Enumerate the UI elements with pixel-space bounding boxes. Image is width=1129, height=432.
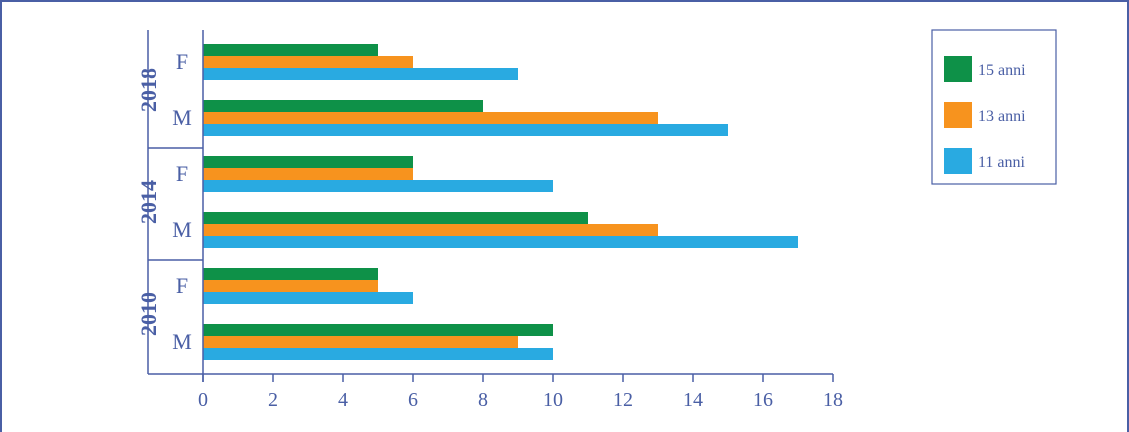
category-label: F bbox=[176, 273, 188, 298]
bar bbox=[203, 112, 658, 124]
year-label: 2010 bbox=[136, 292, 161, 336]
legend-label: 13 anni bbox=[978, 108, 1026, 125]
x-tick-label: 16 bbox=[753, 389, 773, 411]
legend-swatch bbox=[944, 148, 972, 174]
x-tick-label: 18 bbox=[823, 389, 843, 411]
bar bbox=[203, 324, 553, 336]
bar bbox=[203, 236, 798, 248]
category-label: F bbox=[176, 49, 188, 74]
year-label: 2018 bbox=[136, 68, 161, 112]
bar bbox=[203, 280, 378, 292]
x-tick-label: 4 bbox=[338, 389, 348, 411]
x-tick-label: 14 bbox=[683, 389, 703, 411]
x-tick-label: 8 bbox=[478, 389, 488, 411]
legend-swatch bbox=[944, 102, 972, 128]
bar bbox=[203, 292, 413, 304]
x-tick-label: 2 bbox=[268, 389, 278, 411]
bar bbox=[203, 224, 658, 236]
category-label: M bbox=[172, 217, 192, 242]
bar bbox=[203, 100, 483, 112]
category-label: F bbox=[176, 161, 188, 186]
bar bbox=[203, 68, 518, 80]
bar bbox=[203, 124, 728, 136]
bar bbox=[203, 336, 518, 348]
bar bbox=[203, 44, 378, 56]
category-label: M bbox=[172, 329, 192, 354]
legend-label: 11 anni bbox=[978, 154, 1026, 171]
legend-label: 15 anni bbox=[978, 62, 1026, 79]
category-label: M bbox=[172, 105, 192, 130]
bar bbox=[203, 268, 378, 280]
x-tick-label: 6 bbox=[408, 389, 418, 411]
bar bbox=[203, 56, 413, 68]
bar bbox=[203, 168, 413, 180]
bar bbox=[203, 348, 553, 360]
bar bbox=[203, 180, 553, 192]
bar bbox=[203, 212, 588, 224]
x-tick-label: 10 bbox=[543, 389, 563, 411]
year-label: 2014 bbox=[136, 180, 161, 224]
x-tick-label: 0 bbox=[198, 389, 208, 411]
x-tick-label: 12 bbox=[613, 389, 633, 411]
legend-swatch bbox=[944, 56, 972, 82]
bar bbox=[203, 156, 413, 168]
